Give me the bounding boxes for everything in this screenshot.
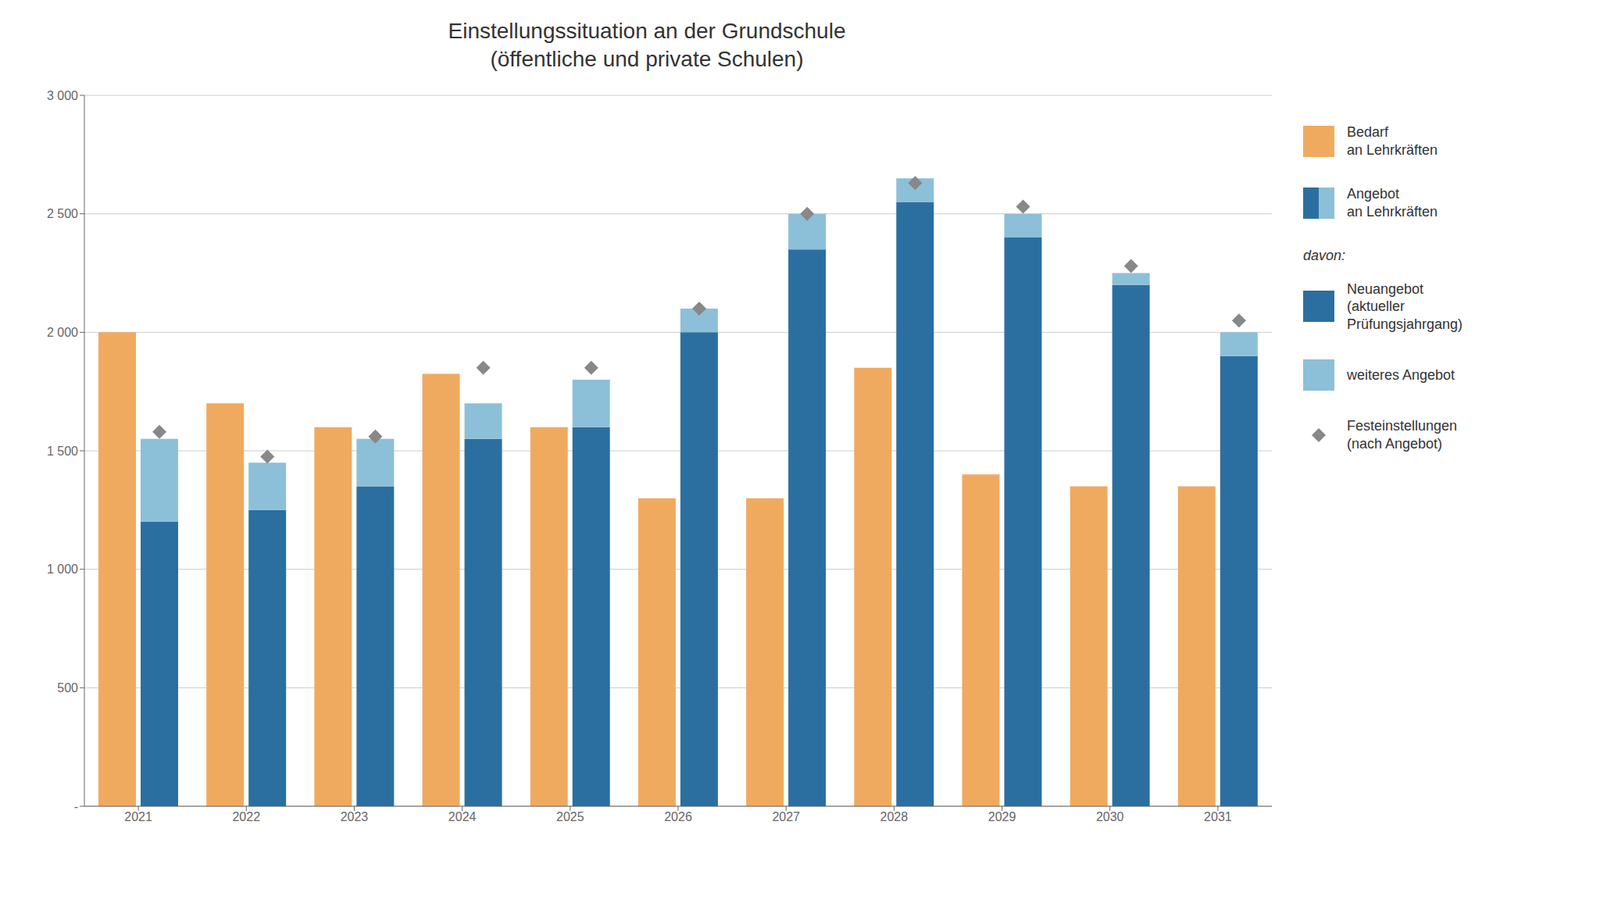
svg-text:2025: 2025 (556, 810, 585, 824)
svg-text:2026: 2026 (664, 810, 693, 824)
svg-text:2022: 2022 (232, 810, 261, 824)
svg-text:3 000: 3 000 (46, 89, 79, 103)
svg-text:1 000: 1 000 (46, 562, 79, 576)
svg-text:2028: 2028 (880, 810, 909, 824)
html-text:weiteres Angebot: weiteres Angebot (1346, 367, 1455, 383)
svg-text:2024: 2024 (448, 810, 477, 824)
svg-text:2023: 2023 (340, 810, 369, 824)
html-text:Angebot an Lehrkräften: Angebot an Lehrkräften (1346, 185, 1438, 220)
html-text:Festeinstellungen (nach Angebo: Festeinstellungen (nach Angebot) (1346, 417, 1458, 452)
svg-text:2029: 2029 (988, 810, 1017, 824)
svg-text:2 000: 2 000 (46, 325, 79, 340)
svg-text:1 500: 1 500 (46, 444, 79, 458)
html-text:(öffentliche und private Schul: (öffentliche und private Schulen) (490, 46, 804, 72)
svg-text:2031: 2031 (1203, 810, 1233, 824)
html-text:davon:: davon: (1303, 247, 1346, 264)
svg-text:2021: 2021 (124, 810, 153, 824)
html-text:Bedarf an Lehrkräften: Bedarf an Lehrkräften (1346, 124, 1438, 158)
svg-text:2027: 2027 (771, 810, 800, 824)
svg-text:-: - (74, 800, 79, 814)
html-text:Neuangebot (aktueller Prüfungs: Neuangebot (aktueller Prüfungsjahrgang) (1346, 280, 1463, 332)
svg-text:2 500: 2 500 (46, 207, 79, 221)
svg-text:500: 500 (57, 681, 79, 695)
svg-text:2030: 2030 (1096, 810, 1125, 824)
html-text:Einstellungssituation an der G: Einstellungssituation an der Grundschule (448, 18, 846, 43)
